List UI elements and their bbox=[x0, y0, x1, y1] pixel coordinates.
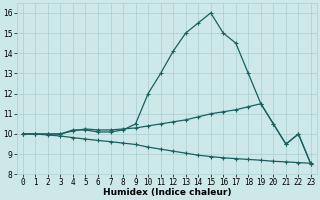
X-axis label: Humidex (Indice chaleur): Humidex (Indice chaleur) bbox=[103, 188, 231, 197]
